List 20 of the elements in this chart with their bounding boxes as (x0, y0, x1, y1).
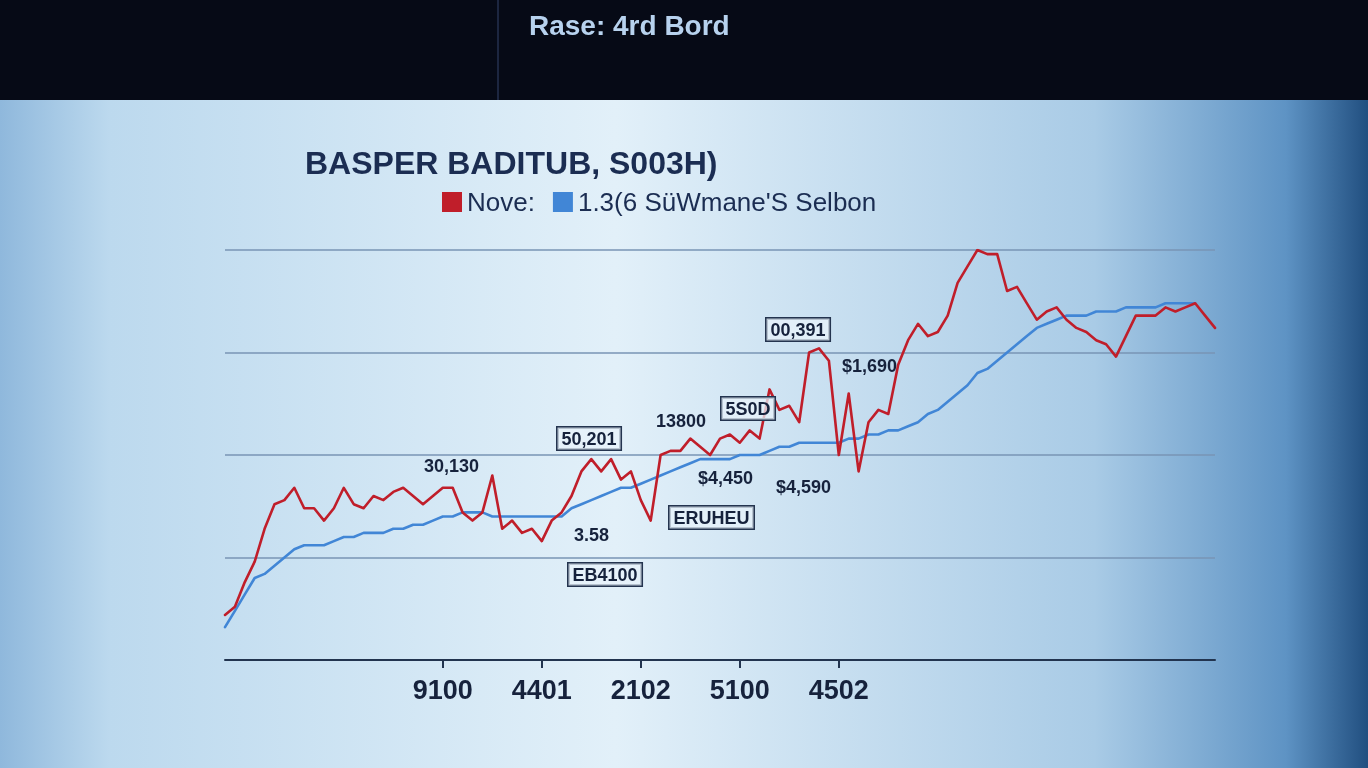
chart-title: BASPER BADITUB, S003H) (305, 145, 718, 181)
legend-label: Nove: (467, 187, 535, 217)
x-tick-label: 4502 (808, 674, 869, 705)
legend-label: 1.3(6 SüWmane'S Selbon (577, 187, 877, 217)
text: Rase: 4rd Bord (529, 10, 730, 42)
annotation: 5S0D (725, 398, 771, 419)
x-tick-label: 9100 (412, 674, 473, 705)
annotation: $1,690 (842, 356, 898, 376)
annotation: $4,590 (776, 477, 832, 497)
annotation: 00,391 (770, 319, 826, 340)
annotation: 30,130 (424, 456, 480, 476)
annotation: EB4100 (572, 564, 638, 585)
x-tick-label: 2102 (610, 674, 671, 705)
annotation: $4,450 (698, 468, 754, 488)
x-tick-label: 4401 (511, 674, 572, 705)
annotation: ERUHEU (673, 507, 750, 528)
annotation: 13800 (656, 411, 707, 431)
annotation: 50,201 (561, 428, 617, 449)
annotation: 3.58 (574, 525, 610, 545)
x-tick-label: 5100 (709, 674, 770, 705)
